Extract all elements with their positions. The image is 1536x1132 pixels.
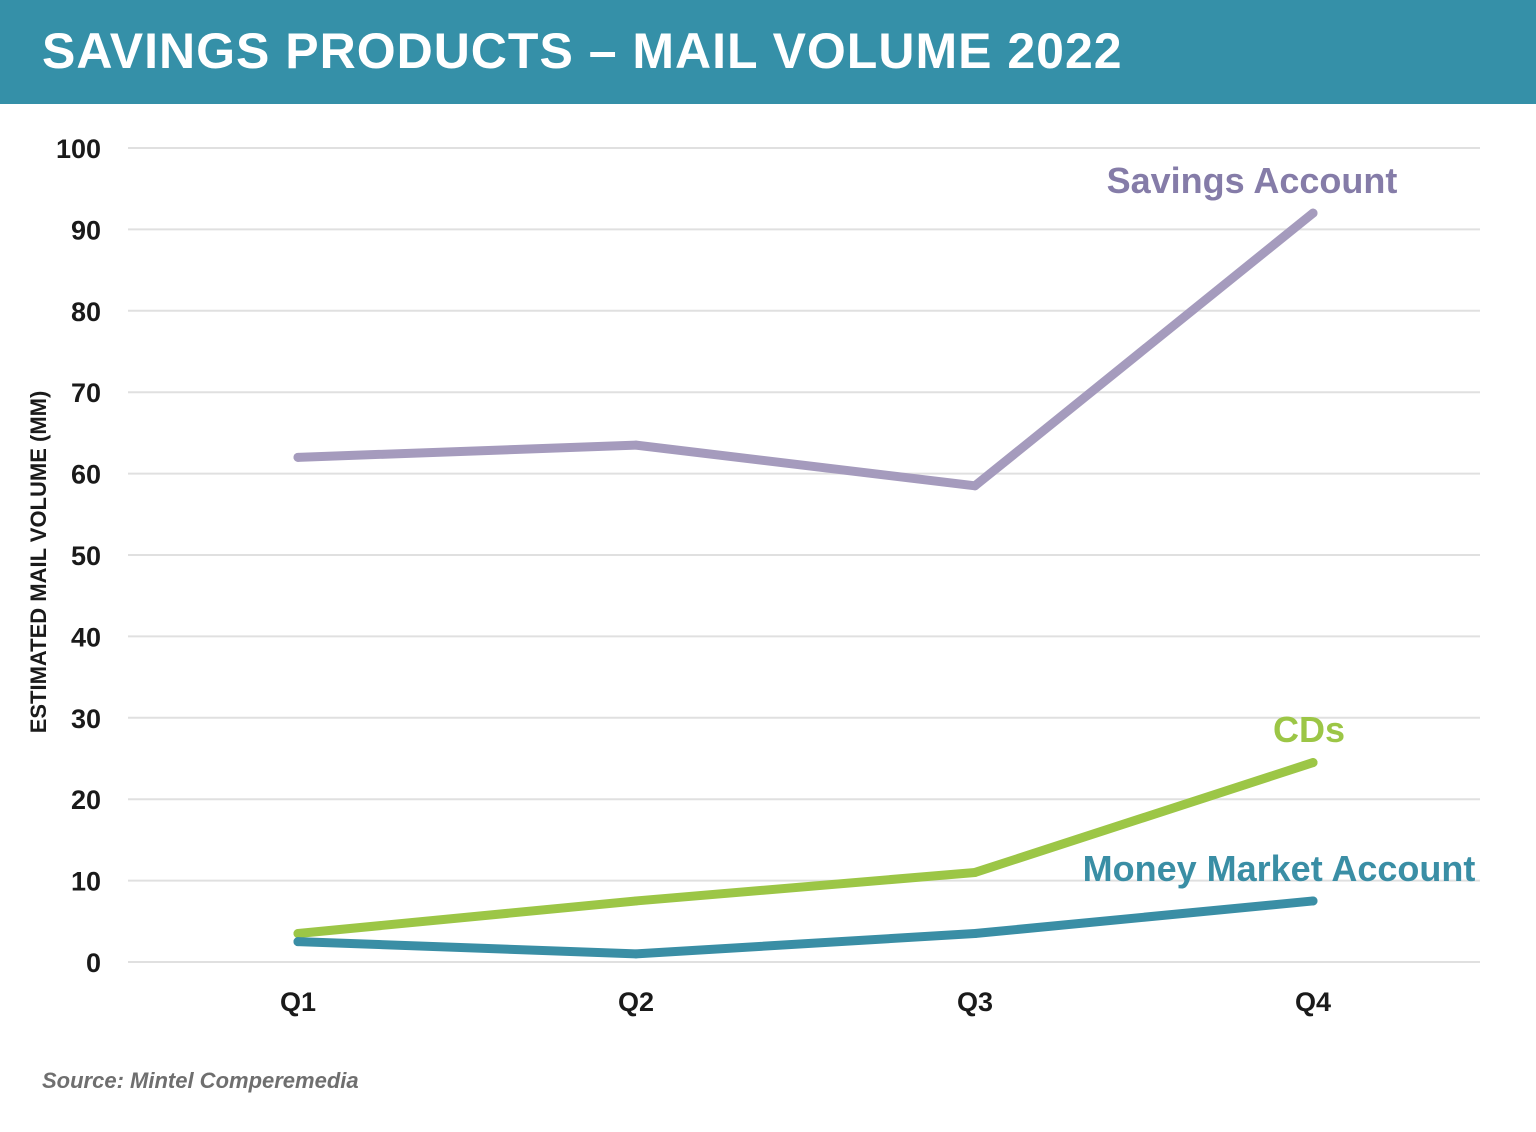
- data-point-savings-account-q1: [293, 452, 303, 462]
- data-point-savings-account-q3: [970, 481, 980, 491]
- series-label-money-market-account: Money Market Account: [1083, 848, 1476, 889]
- y-tick-label-50: 50: [71, 541, 101, 571]
- series-line-cds: [293, 758, 1318, 939]
- x-tick-label-q2: Q2: [618, 987, 654, 1017]
- y-tick-label-100: 100: [56, 134, 101, 164]
- data-point-cds-q4: [1308, 758, 1318, 768]
- data-point-money-market-account-q4: [1308, 896, 1318, 906]
- y-axis-label: ESTIMATED MAIL VOLUME (MM): [26, 391, 51, 734]
- data-point-savings-account-q4: [1308, 208, 1318, 218]
- series-label-cds: CDs: [1273, 709, 1345, 750]
- data-point-money-market-account-q1: [293, 937, 303, 947]
- data-point-cds-q3: [970, 867, 980, 877]
- data-point-money-market-account-q2: [631, 949, 641, 959]
- y-tick-label-30: 30: [71, 704, 101, 734]
- y-tick-label-80: 80: [71, 297, 101, 327]
- title-bar: SAVINGS PRODUCTS – MAIL VOLUME 2022: [0, 0, 1536, 104]
- y-tick-label-40: 40: [71, 622, 101, 652]
- y-tick-label-10: 10: [71, 867, 101, 897]
- y-tick-label-60: 60: [71, 460, 101, 490]
- data-point-cds-q1: [293, 929, 303, 939]
- series-label-savings-account: Savings Account: [1107, 160, 1398, 201]
- chart-title: SAVINGS PRODUCTS – MAIL VOLUME 2022: [42, 23, 1123, 79]
- source-note: Source: Mintel Comperemedia: [42, 1068, 359, 1093]
- x-tick-label-q4: Q4: [1295, 987, 1331, 1017]
- x-tick-label-q1: Q1: [280, 987, 316, 1017]
- y-tick-label-90: 90: [71, 215, 101, 245]
- y-tick-label-20: 20: [71, 785, 101, 815]
- series-line-money-market-account: [293, 896, 1318, 959]
- x-tick-label-q3: Q3: [957, 987, 993, 1017]
- series-line-savings-account: [293, 208, 1318, 491]
- data-point-cds-q2: [631, 896, 641, 906]
- y-tick-label-70: 70: [71, 378, 101, 408]
- data-point-savings-account-q2: [631, 440, 641, 450]
- y-tick-label-0: 0: [86, 948, 101, 978]
- data-point-money-market-account-q3: [970, 929, 980, 939]
